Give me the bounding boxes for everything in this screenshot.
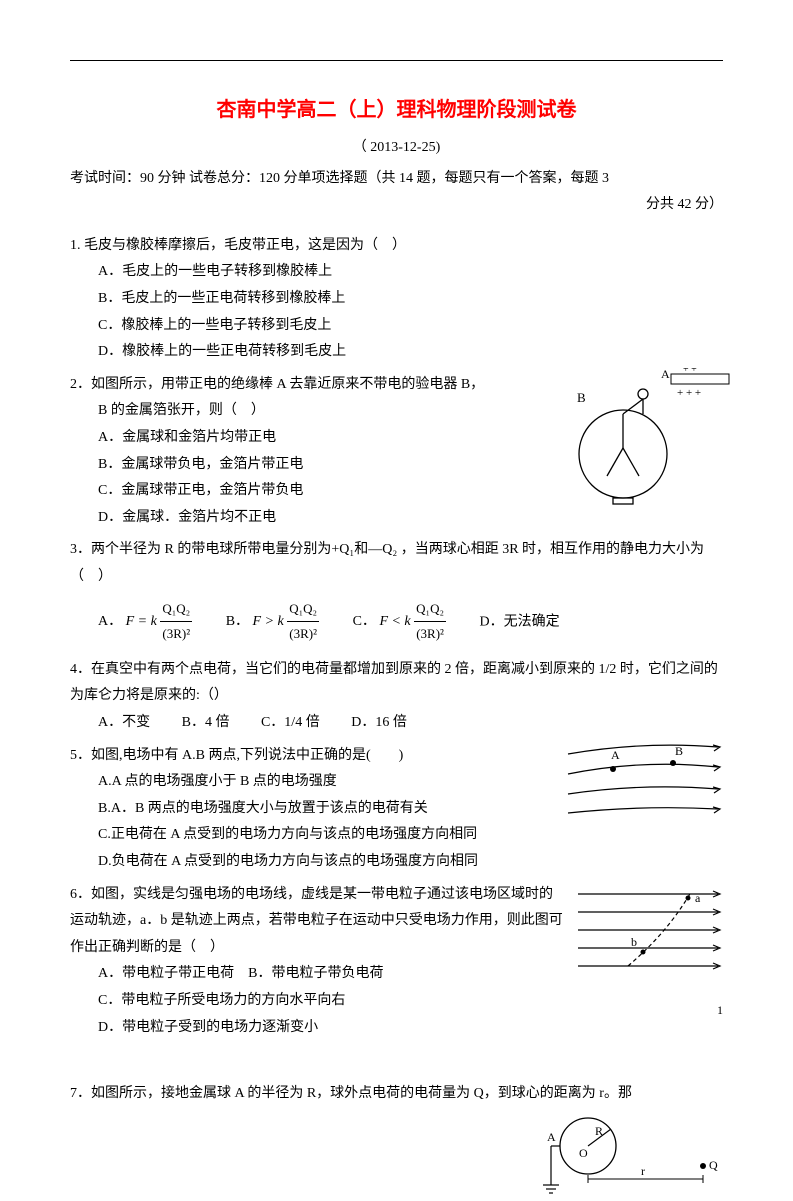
q1-stem: 1. 毛皮与橡胶棒摩擦后，毛皮带正电，这是因为（ ） xyxy=(70,233,723,260)
q3-a-frac: Q₁Q₂ (3R)² xyxy=(160,597,192,647)
q3-c-frac: Q₁Q₂ (3R)² xyxy=(414,597,446,647)
exam-date: （ 2013-12-25) xyxy=(70,135,723,162)
q2-opt-d: D．金属球．金箔片均不正电 xyxy=(98,505,723,532)
q1-options: A．毛皮上的一些电子转移到橡胶棒上 B．毛皮上的一些正电荷转移到橡胶棒上 C．橡… xyxy=(98,259,723,365)
q3-b-den: (3R)² xyxy=(287,622,319,647)
question-3: 3．两个半径为 R 的带电球所带电量分别为+Q₁和—Q₂ ，当两球心相距 3R … xyxy=(70,537,723,647)
q4-opt-c: C．1/4 倍 xyxy=(261,710,320,737)
q3-c-f: F < k xyxy=(379,614,410,629)
instr-line2: 分共 42 分） xyxy=(70,192,723,219)
exam-title: 杏南中学高二（上）理科物理阶段测试卷 xyxy=(70,91,723,129)
q3-c-den: (3R)² xyxy=(414,622,446,647)
q6-figure-uniform-field: a b xyxy=(573,882,723,972)
q1-opt-c: C．橡胶棒上的一些电子转移到毛皮上 xyxy=(98,313,723,340)
q2-fig-plus: + + + xyxy=(677,387,701,399)
q6-opt-a: A．带电粒子带正电荷 xyxy=(98,966,234,981)
exam-instructions: 考试时间：90 分钟 试卷总分：120 分单项选择题（共 14 题，每题只有一个… xyxy=(70,166,723,219)
q5-fig-b: B xyxy=(675,744,683,758)
instr-line1: 考试时间：90 分钟 试卷总分：120 分单项选择题（共 14 题，每题只有一个… xyxy=(70,171,609,186)
question-6: 6．如图，实线是匀强电场的电场线，虚线是某一带电粒子通过该电场区域时的运动轨迹，… xyxy=(70,882,723,1042)
q2-fig-plus2: + + xyxy=(683,368,697,375)
q2-fig-label-b: B xyxy=(577,390,586,405)
q3-b-pre: B． xyxy=(226,614,249,629)
q5-opt-d: D.负电荷在 A 点受到的电场力方向与该点的电场强度方向相同 xyxy=(98,849,723,876)
q4-opt-a: A．不变 xyxy=(98,710,150,737)
q6-opt-d: D．带电粒子受到的电场力逐渐变小 xyxy=(98,1015,723,1042)
q1-opt-d: D．橡胶棒上的一些正电荷转移到毛皮上 xyxy=(98,339,723,366)
q3-a-pre: A． xyxy=(98,614,122,629)
q6-fig-a: a xyxy=(695,891,701,905)
q5-opt-c: C.正电荷在 A 点受到的电场力方向与该点的电场强度方向相同 xyxy=(98,822,723,849)
q4-options: A．不变 B．4 倍 C．1/4 倍 D．16 倍 xyxy=(98,710,723,737)
q3-opt-b: B． F > k Q₁Q₂ (3R)² xyxy=(226,614,323,629)
q7-figure-grounded-sphere: R O A Q r xyxy=(533,1111,723,1201)
q3-opt-a: A． F = k Q₁Q₂ (3R)² xyxy=(98,614,196,629)
q4-opt-b: B．4 倍 xyxy=(182,710,230,737)
q4-opt-d: D．16 倍 xyxy=(351,710,407,737)
question-2: 2．如图所示，用带正电的绝缘棒 A 去靠近原来不带电的验电器 B， B 的金属箔… xyxy=(70,372,723,532)
question-7: 7．如图所示，接地金属球 A 的半径为 R，球外点电荷的电荷量为 Q，到球心的距… xyxy=(70,1081,723,1108)
q6-opt-b: B．带电粒子带负电荷 xyxy=(248,966,383,981)
q4-stem: 4．在真空中有两个点电荷，当它们的电荷量都增加到原来的 2 倍，距离减小到原来的… xyxy=(70,657,723,710)
q7-fig-q: Q xyxy=(709,1158,718,1172)
q3-c-pre: C． xyxy=(353,614,376,629)
q7-stem: 7．如图所示，接地金属球 A 的半径为 R，球外点电荷的电荷量为 Q，到球心的距… xyxy=(70,1081,723,1108)
q3-opt-d: D．无法确定 xyxy=(480,614,560,629)
q2-fig-label-a: A xyxy=(661,368,670,381)
q3-b-f: F > k xyxy=(253,614,284,629)
q6-options: A．带电粒子带正电荷 B．带电粒子带负电荷 C．带电粒子所受电场力的方向水平向右… xyxy=(98,961,723,1041)
q7-fig-r: r xyxy=(641,1164,645,1178)
q2-figure-electroscope: A + + + + + B xyxy=(563,368,733,508)
exam-page: 杏南中学高二（上）理科物理阶段测试卷 （ 2013-12-25) 考试时间：90… xyxy=(0,0,793,1122)
q3-b-num: Q₁Q₂ xyxy=(287,597,319,623)
q6-opt-c: C．带电粒子所受电场力的方向水平向右 xyxy=(98,988,723,1015)
q1-opt-a: A．毛皮上的一些电子转移到橡胶棒上 xyxy=(98,259,723,286)
q3-opt-c: C． F < k Q₁Q₂ (3R)² xyxy=(353,614,450,629)
q6-fig-b: b xyxy=(631,935,637,949)
q5-figure-field-lines: A B xyxy=(563,739,723,819)
q7-fig-o: O xyxy=(579,1146,588,1160)
q3-a-num: Q₁Q₂ xyxy=(160,597,192,623)
q3-b-frac: Q₁Q₂ (3R)² xyxy=(287,597,319,647)
question-1: 1. 毛皮与橡胶棒摩擦后，毛皮带正电，这是因为（ ） A．毛皮上的一些电子转移到… xyxy=(70,233,723,366)
q7-fig-r-cap: R xyxy=(595,1124,603,1138)
question-5: 5．如图,电场中有 A.B 两点,下列说法中正确的是( ) A.A 点的电场强度… xyxy=(70,743,723,876)
question-4: 4．在真空中有两个点电荷，当它们的电荷量都增加到原来的 2 倍，距离减小到原来的… xyxy=(70,657,723,737)
q7-fig-a: A xyxy=(547,1130,556,1144)
q3-a-f: F = k xyxy=(126,614,157,629)
q3-a-den: (3R)² xyxy=(160,622,192,647)
q5-fig-a: A xyxy=(611,748,620,762)
q3-c-num: Q₁Q₂ xyxy=(414,597,446,623)
page-number: 1 xyxy=(717,999,723,1022)
q3-stem: 3．两个半径为 R 的带电球所带电量分别为+Q₁和—Q₂ ，当两球心相距 3R … xyxy=(70,537,723,590)
q1-opt-b: B．毛皮上的一些正电荷转移到橡胶棒上 xyxy=(98,286,723,313)
q3-options: A． F = k Q₁Q₂ (3R)² B． F > k Q₁Q₂ (3R)² … xyxy=(98,597,723,647)
top-rule xyxy=(70,60,723,61)
